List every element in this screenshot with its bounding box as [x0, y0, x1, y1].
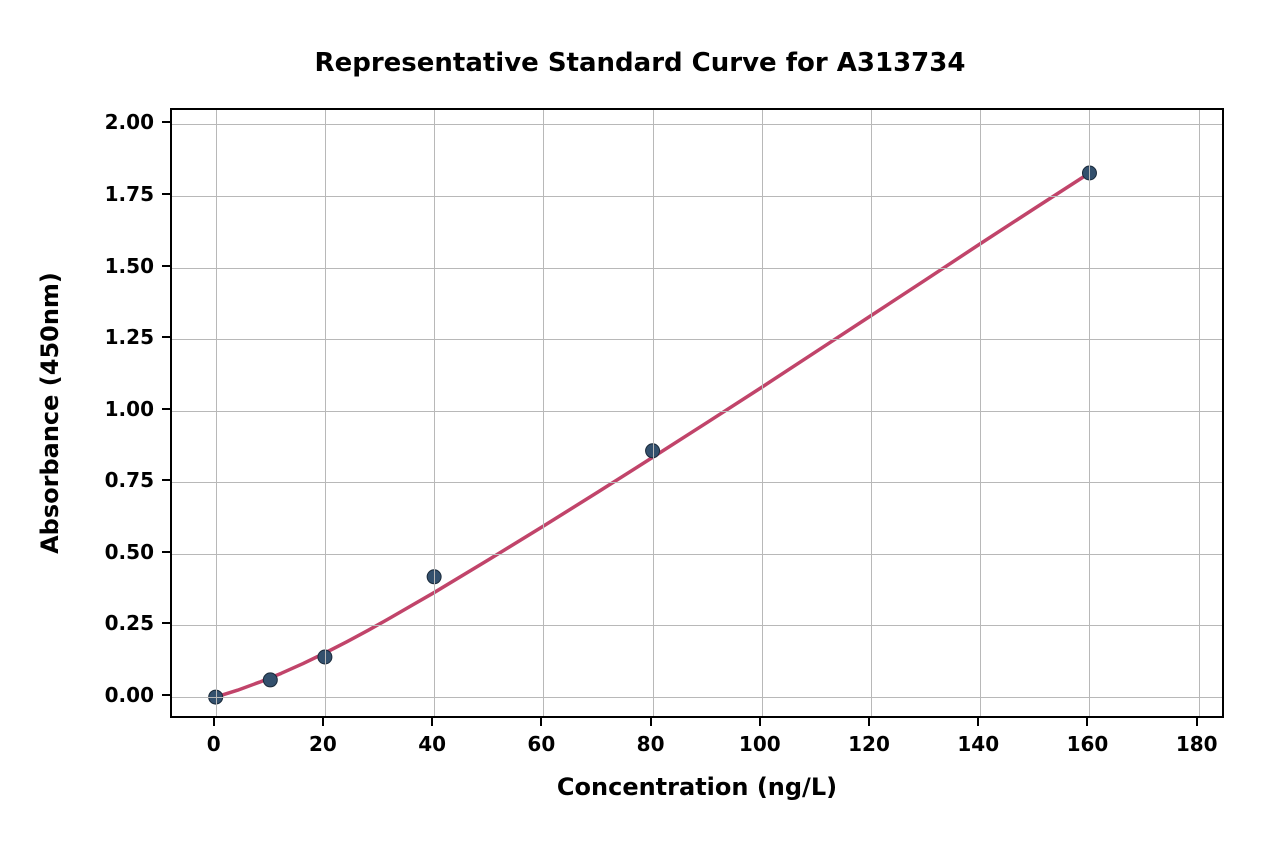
y-tick [162, 551, 170, 553]
grid-line-horizontal [172, 554, 1222, 555]
y-tick-label: 0.00 [102, 683, 154, 707]
x-tick [1086, 718, 1088, 726]
x-tick [431, 718, 433, 726]
x-tick-label: 20 [309, 732, 337, 756]
plot-area [170, 108, 1224, 718]
figure: Representative Standard Curve for A31373… [0, 0, 1280, 845]
grid-line-horizontal [172, 124, 1222, 125]
x-tick-label: 100 [739, 732, 781, 756]
x-tick-label: 160 [1067, 732, 1109, 756]
chart-title: Representative Standard Curve for A31373… [0, 48, 1280, 78]
y-tick [162, 193, 170, 195]
chart-svg [172, 110, 1226, 720]
grid-line-horizontal [172, 482, 1222, 483]
y-axis-label: Absorbance (450nm) [36, 272, 64, 554]
grid-line-horizontal [172, 339, 1222, 340]
grid-line-horizontal [172, 411, 1222, 412]
x-tick [759, 718, 761, 726]
data-point [263, 673, 277, 687]
x-tick [977, 718, 979, 726]
y-tick [162, 694, 170, 696]
x-tick-label: 0 [207, 732, 221, 756]
x-tick-label: 140 [957, 732, 999, 756]
y-tick-label: 1.25 [102, 325, 154, 349]
x-tick [540, 718, 542, 726]
grid-line-horizontal [172, 697, 1222, 698]
x-tick [868, 718, 870, 726]
y-tick [162, 265, 170, 267]
x-tick-label: 80 [637, 732, 665, 756]
y-tick-label: 0.50 [102, 540, 154, 564]
y-tick-label: 0.25 [102, 611, 154, 635]
y-tick-label: 1.75 [102, 182, 154, 206]
x-tick-label: 120 [848, 732, 890, 756]
y-tick-label: 1.50 [102, 254, 154, 278]
grid-line-horizontal [172, 196, 1222, 197]
grid-line-horizontal [172, 268, 1222, 269]
y-tick-label: 1.00 [102, 397, 154, 421]
x-tick [1196, 718, 1198, 726]
x-tick [322, 718, 324, 726]
y-tick [162, 336, 170, 338]
y-tick-label: 0.75 [102, 468, 154, 492]
grid-line-horizontal [172, 625, 1222, 626]
y-tick [162, 121, 170, 123]
y-tick-label: 2.00 [102, 110, 154, 134]
y-tick [162, 408, 170, 410]
x-axis-label: Concentration (ng/L) [170, 773, 1224, 801]
x-tick-label: 180 [1176, 732, 1218, 756]
x-tick [213, 718, 215, 726]
y-tick [162, 622, 170, 624]
y-tick [162, 479, 170, 481]
x-tick [650, 718, 652, 726]
x-tick-label: 60 [527, 732, 555, 756]
x-tick-label: 40 [418, 732, 446, 756]
